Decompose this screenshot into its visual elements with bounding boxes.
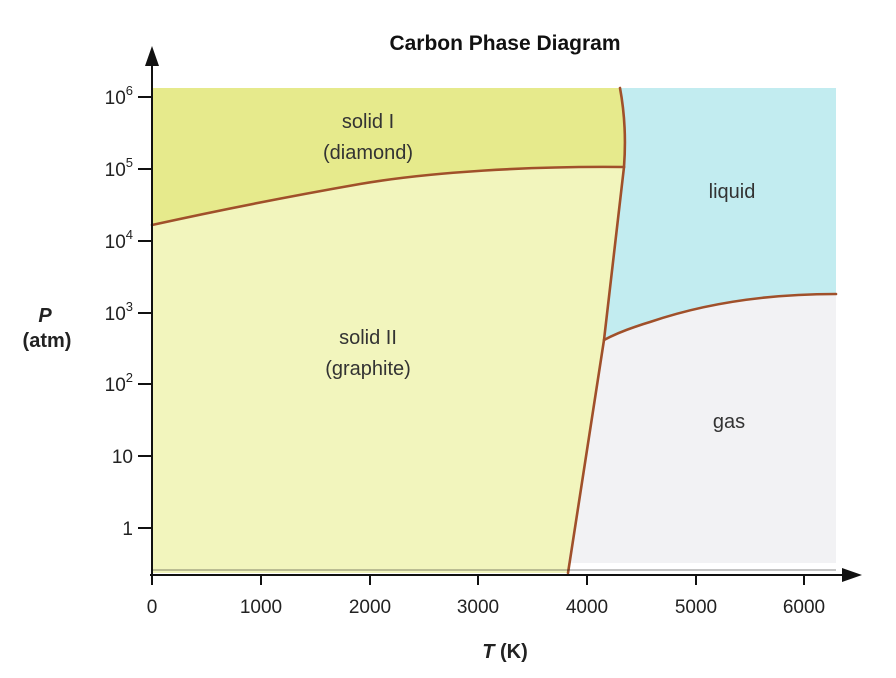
y-axis-unit: (atm): [23, 330, 72, 352]
y-axis-arrow-icon: [145, 46, 159, 66]
y-axis-ticks: [138, 96, 152, 529]
x-axis-ticks: [151, 575, 805, 585]
y-tick-labels: 1 10 102 103 104 105 106: [105, 83, 133, 540]
y-tick-label: 103: [105, 299, 133, 325]
y-axis-title: P: [38, 305, 52, 327]
region-label-liquid: liquid: [709, 181, 756, 203]
region-label-diamond: solid I: [342, 111, 394, 133]
x-tick-label: 1000: [240, 597, 282, 618]
boundary-liquid-gas: [602, 292, 838, 342]
y-tick-label: 104: [105, 227, 133, 253]
region-label-diamond-sub: (diamond): [323, 142, 413, 164]
axes: [150, 58, 850, 576]
boundary-solid-liquid-upper: [618, 86, 627, 169]
y-tick-label: 10: [112, 447, 133, 468]
region-label-graphite: solid II: [339, 327, 397, 349]
y-tick-label: 106: [105, 83, 133, 109]
x-tick-label: 6000: [783, 597, 825, 618]
x-tick-label: 4000: [566, 597, 608, 618]
x-axis-arrow-icon: [842, 568, 862, 582]
x-tick-label: 2000: [349, 597, 391, 618]
region-label-gas: gas: [713, 411, 745, 433]
phase-boundaries: [150, 86, 838, 575]
x-tick-label: 5000: [675, 597, 717, 618]
x-tick-label: 3000: [457, 597, 499, 618]
y-tick-label: 102: [105, 370, 133, 396]
region-gas: [568, 294, 836, 563]
region-liquid: [604, 88, 836, 340]
x-tick-labels: 0 1000 2000 3000 4000 5000 6000: [147, 597, 825, 618]
y-tick-label: 105: [105, 155, 133, 181]
region-graphite: [152, 166, 624, 573]
region-label-graphite-sub: (graphite): [325, 358, 411, 380]
x-axis-title: T (K): [482, 641, 528, 663]
diagram-title: Carbon Phase Diagram: [389, 32, 620, 55]
region-diamond: [152, 88, 625, 225]
boundary-diamond-graphite: [150, 165, 626, 227]
x-tick-label: 0: [147, 597, 158, 618]
y-tick-label: 1: [122, 519, 133, 540]
